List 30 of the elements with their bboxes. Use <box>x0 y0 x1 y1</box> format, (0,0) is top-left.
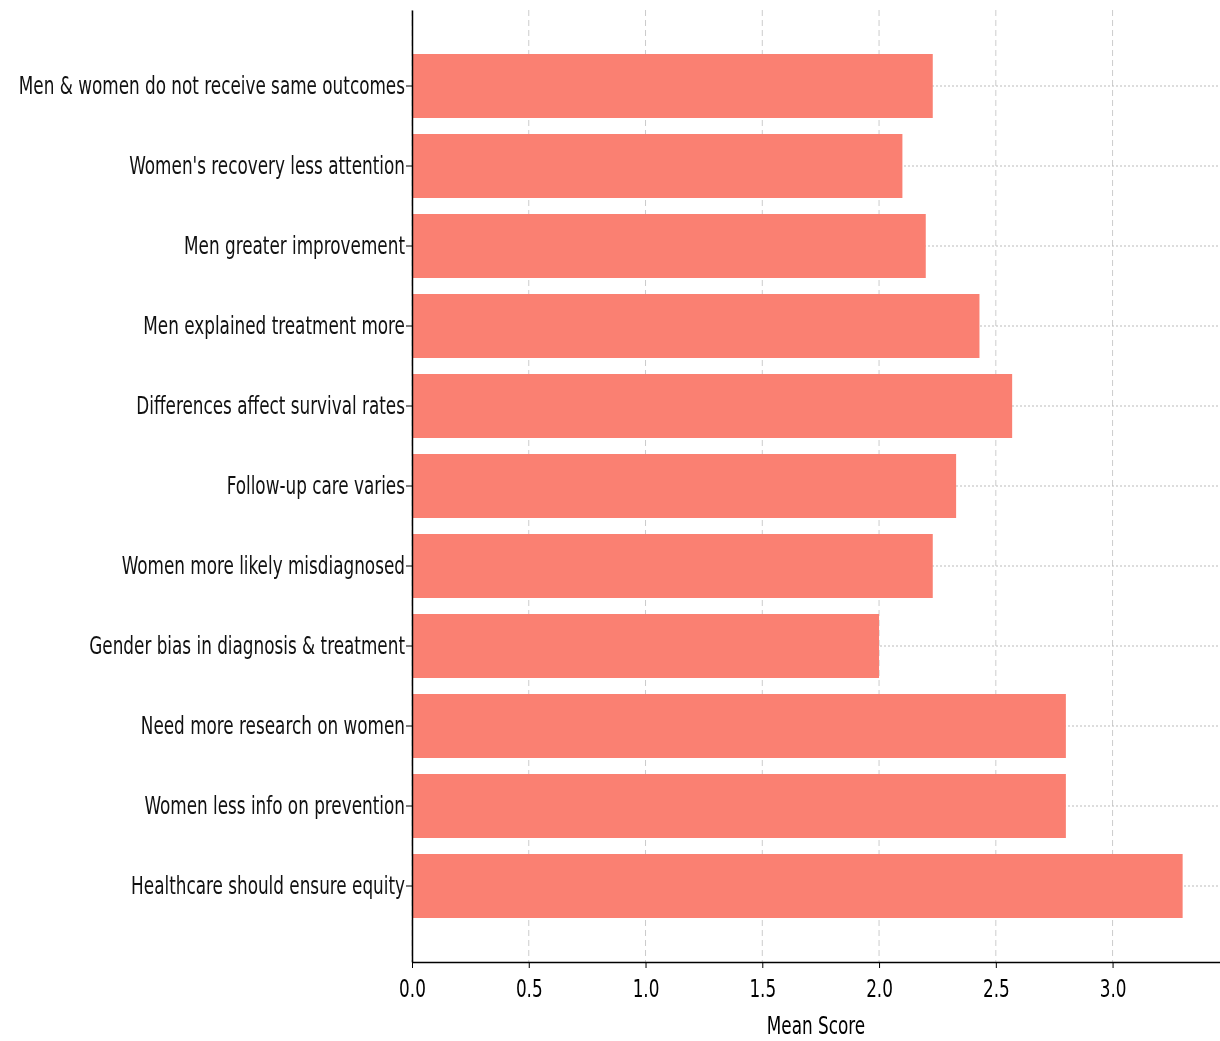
x-axis-title: Mean Score <box>766 1011 866 1040</box>
x-tick-label: 2.5 <box>982 975 1010 1003</box>
y-tick-label: Women more likely misdiagnosed <box>121 551 405 580</box>
y-tick-label: Men greater improvement <box>184 231 406 260</box>
x-tick-label: 1.0 <box>632 975 660 1003</box>
x-tick-label: 0.0 <box>399 975 426 1003</box>
y-tick-label: Healthcare should ensure equity <box>131 871 405 900</box>
y-tick-label: Gender bias in diagnosis & treatment <box>89 631 406 660</box>
bar <box>412 774 1066 838</box>
bar <box>412 854 1183 918</box>
bar <box>412 374 1013 438</box>
bar <box>412 454 957 518</box>
bar <box>412 534 933 598</box>
y-tick-label: Men explained treatment more <box>143 311 405 340</box>
y-tick-label: Men & women do not receive same outcomes <box>18 71 405 100</box>
y-tick-label: Differences affect survival rates <box>136 391 405 420</box>
x-tick-label: 0.5 <box>515 975 543 1003</box>
x-tick-label: 1.5 <box>749 975 777 1003</box>
x-tick-label: 3.0 <box>1099 975 1127 1003</box>
y-tick-label: Need more research on women <box>140 711 405 740</box>
x-tick-label: 2.0 <box>866 975 893 1003</box>
bar <box>412 54 933 118</box>
bar <box>412 694 1066 758</box>
bar <box>412 134 903 198</box>
bar <box>412 614 880 678</box>
bar <box>412 294 980 358</box>
bar <box>412 214 926 278</box>
y-tick-label: Women's recovery less attention <box>129 151 405 180</box>
y-tick-label: Women less info on prevention <box>144 791 405 820</box>
y-tick-label: Follow-up care varies <box>226 471 405 500</box>
